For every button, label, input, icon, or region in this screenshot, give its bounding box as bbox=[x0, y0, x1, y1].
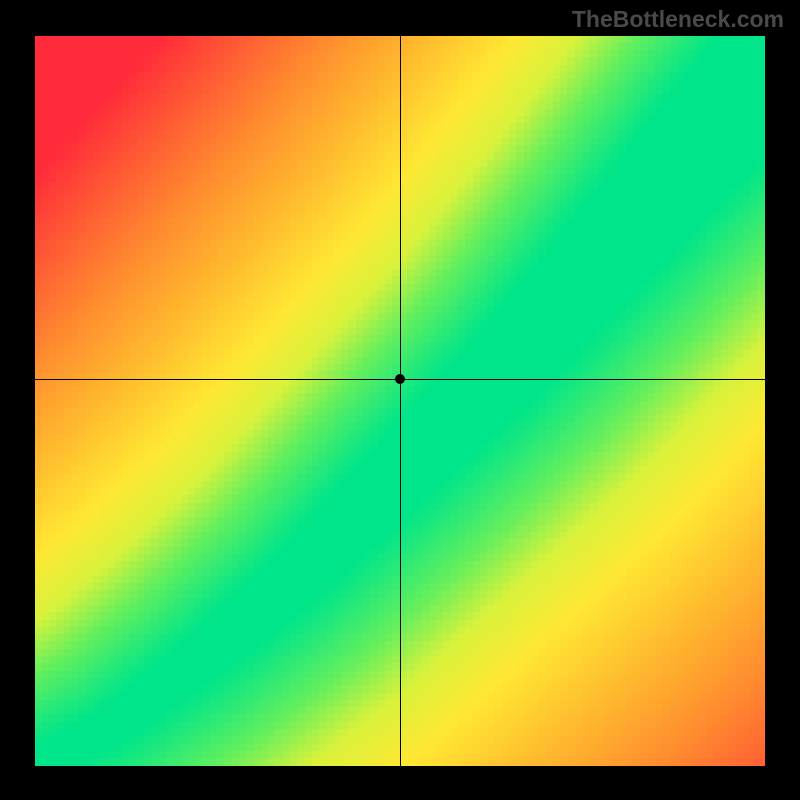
crosshair-vertical bbox=[400, 36, 401, 766]
heatmap-plot bbox=[35, 36, 765, 766]
stage: TheBottleneck.com bbox=[0, 0, 800, 800]
watermark-text: TheBottleneck.com bbox=[572, 6, 784, 33]
selection-marker bbox=[395, 374, 405, 384]
